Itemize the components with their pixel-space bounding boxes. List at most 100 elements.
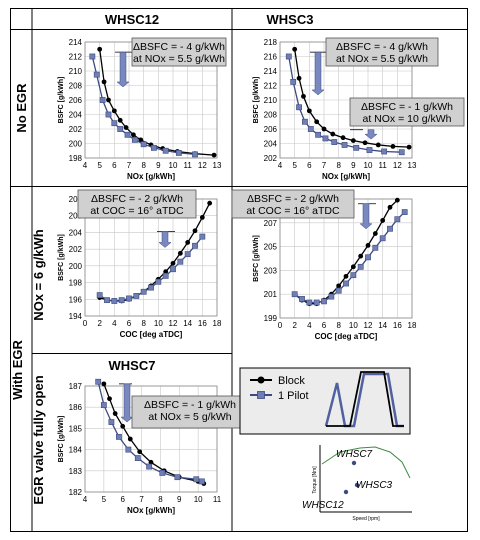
marker-pilot (146, 463, 153, 470)
y-tick-label: 204 (264, 140, 278, 149)
marker-block (394, 197, 400, 203)
y-tick-label: 183 (69, 467, 83, 476)
y-tick-label: 206 (264, 125, 278, 134)
delta-callout-text: at NOx = 5 g/kWh (148, 411, 231, 423)
marker-pilot (199, 478, 205, 485)
marker-pilot (125, 446, 132, 453)
marker-pilot (341, 142, 348, 148)
y-axis-label: BSFC [g/kWh] (253, 235, 260, 282)
marker-pilot (357, 263, 364, 270)
marker-block (336, 283, 342, 289)
x-axis-label: NOx [g/kWh] (322, 172, 370, 181)
marker-pilot (343, 280, 349, 287)
marker-pilot (394, 216, 401, 223)
marker-pilot (162, 272, 169, 279)
y-tick-label: 212 (69, 53, 83, 62)
y-tick-label: 202 (264, 154, 278, 163)
injection-profile-block (326, 371, 404, 427)
marker-pilot (387, 225, 393, 232)
x-tick-label: 10 (154, 319, 163, 328)
delta-callout-box (231, 189, 355, 219)
marker-block (330, 131, 336, 137)
legend-pilot-marker (257, 391, 265, 399)
marker-pilot (116, 433, 122, 440)
x-tick-label: 11 (213, 495, 222, 504)
x-tick-label: 14 (378, 321, 387, 330)
x-tick-label: 10 (364, 161, 373, 170)
marker-pilot (365, 254, 371, 261)
marker-pilot (100, 402, 107, 408)
delta-callout-box (77, 189, 197, 219)
legend-box: Block 1 Pilot (239, 367, 411, 435)
marker-pilot (177, 258, 184, 265)
marker-block (138, 137, 144, 143)
chart-coc1: 0 2 4 6 8 10 12 14 16 18 194 196 198 200 202 204 206 208 C… (58, 189, 222, 339)
delta-arrow (158, 231, 172, 248)
x-tick-label: 13 (213, 161, 222, 170)
marker-pilot (140, 141, 147, 148)
marker-block (101, 381, 107, 387)
marker-block (112, 411, 118, 416)
y-tick-label: 202 (69, 125, 83, 134)
marker-block (185, 240, 191, 245)
x-tick-label: 0 (83, 319, 88, 328)
y-axis-label: BSFC [g/kWh] (58, 234, 65, 281)
row-label-egr-open: EGR valve fully open (31, 375, 46, 504)
marker-block (301, 93, 306, 99)
marker-block (170, 260, 176, 266)
marker-block (107, 396, 112, 402)
x-tick-label: 5 (97, 161, 102, 170)
marker-block (177, 250, 183, 256)
marker-pilot (381, 148, 388, 155)
marker-pilot (192, 242, 198, 249)
delta-callout-box (131, 395, 249, 429)
x-tick-label: 12 (364, 321, 373, 330)
y-tick-label: 185 (69, 424, 83, 433)
delta-callout-text: at COC = 16° aTDC (90, 205, 184, 217)
y-tick-label: 184 (69, 446, 83, 455)
point-whsc7 (351, 460, 357, 466)
marker-block (97, 46, 103, 52)
x-tick-label: 18 (213, 319, 222, 328)
marker-pilot (133, 293, 140, 299)
y-tick-label: 200 (69, 262, 83, 271)
marker-block (321, 126, 327, 132)
series-line-pilot (99, 236, 203, 302)
x-tick-label: 16 (393, 321, 402, 330)
marker-pilot (398, 149, 405, 156)
marker-pilot (105, 111, 112, 118)
marker-block (362, 140, 368, 146)
chart-coc2: 024681012141618199201203205207209COC [de… (231, 189, 417, 341)
full-load-curve (321, 446, 411, 479)
marker-pilot (159, 470, 166, 476)
operating-point-inset: Torque [Nm] Speed [rpm] WHSC7 WHSC3 WHSC… (302, 445, 412, 522)
y-axis-label: BSFC [g/kWh] (58, 416, 65, 463)
y-tick-label: 203 (264, 266, 278, 275)
x-tick-label: 5 (102, 495, 107, 504)
marker-block (123, 125, 129, 130)
x-tick-label: 6 (112, 161, 117, 170)
marker-pilot (175, 150, 182, 156)
y-tick-label: 212 (264, 82, 278, 91)
x-tick-label: 6 (127, 319, 132, 328)
marker-pilot (117, 126, 124, 132)
marker-pilot (321, 298, 327, 305)
marker-pilot (95, 378, 102, 385)
x-tick-label: 11 (184, 161, 193, 170)
y-tick-label: 205 (264, 243, 278, 252)
y-axis-label: BSFC [g/kWh] (253, 77, 260, 124)
header-whsc3: WHSC3 (267, 12, 314, 27)
marker-block (350, 264, 356, 270)
row-label-nox6: NOx = 6 g/kWh (31, 229, 46, 320)
marker-block (380, 218, 386, 223)
marker-block (148, 459, 154, 465)
marker-pilot (299, 296, 305, 302)
marker-pilot (93, 71, 100, 78)
marker-block (340, 135, 346, 141)
marker-block (101, 79, 107, 85)
x-tick-label: 8 (336, 321, 341, 330)
marker-pilot (184, 251, 191, 258)
marker-pilot (140, 288, 147, 295)
delta-callout-text: ΔBSFC = - 2 g/kWh (91, 193, 183, 205)
marker-pilot (372, 244, 379, 251)
